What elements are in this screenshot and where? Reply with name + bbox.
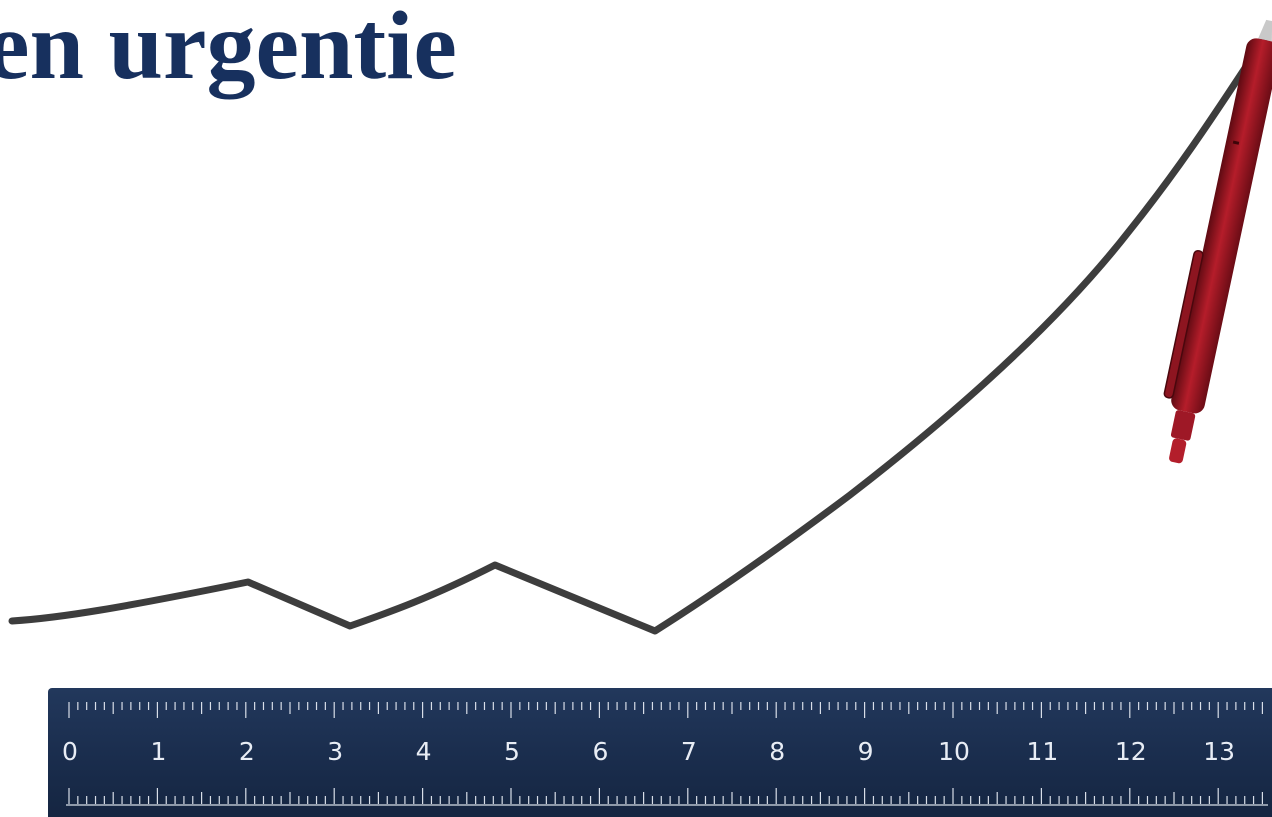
- ruler-label: 11: [1026, 737, 1058, 766]
- ruler-label: 9: [858, 737, 874, 766]
- ruler-label: 7: [681, 737, 697, 766]
- ruler-label: 4: [416, 737, 432, 766]
- pen-body: [1169, 36, 1272, 415]
- illustration: en urgentie 012345678910111213: [0, 0, 1272, 817]
- ruler-label: 5: [504, 737, 520, 766]
- ruler-label: 1: [150, 737, 166, 766]
- ruler-label: 13: [1203, 737, 1235, 766]
- ruler-label: 12: [1115, 737, 1147, 766]
- pen-button: [1168, 438, 1187, 464]
- hand-drawn-curve: [12, 38, 1265, 631]
- ruler-body: [48, 688, 1272, 817]
- ruler-label: 8: [769, 737, 785, 766]
- pen-button-base: [1170, 410, 1195, 442]
- ruler-label: 6: [592, 737, 608, 766]
- ruler-label: 3: [327, 737, 343, 766]
- page: en urgentie 012345678910111213 (() => { …: [0, 0, 1272, 817]
- pen-tip: [1258, 19, 1272, 41]
- pen: [1151, 15, 1272, 466]
- title: en urgentie: [0, 0, 457, 100]
- ruler-label: 0: [62, 737, 78, 766]
- ruler-label: 2: [239, 737, 255, 766]
- ruler-label: 10: [938, 737, 970, 766]
